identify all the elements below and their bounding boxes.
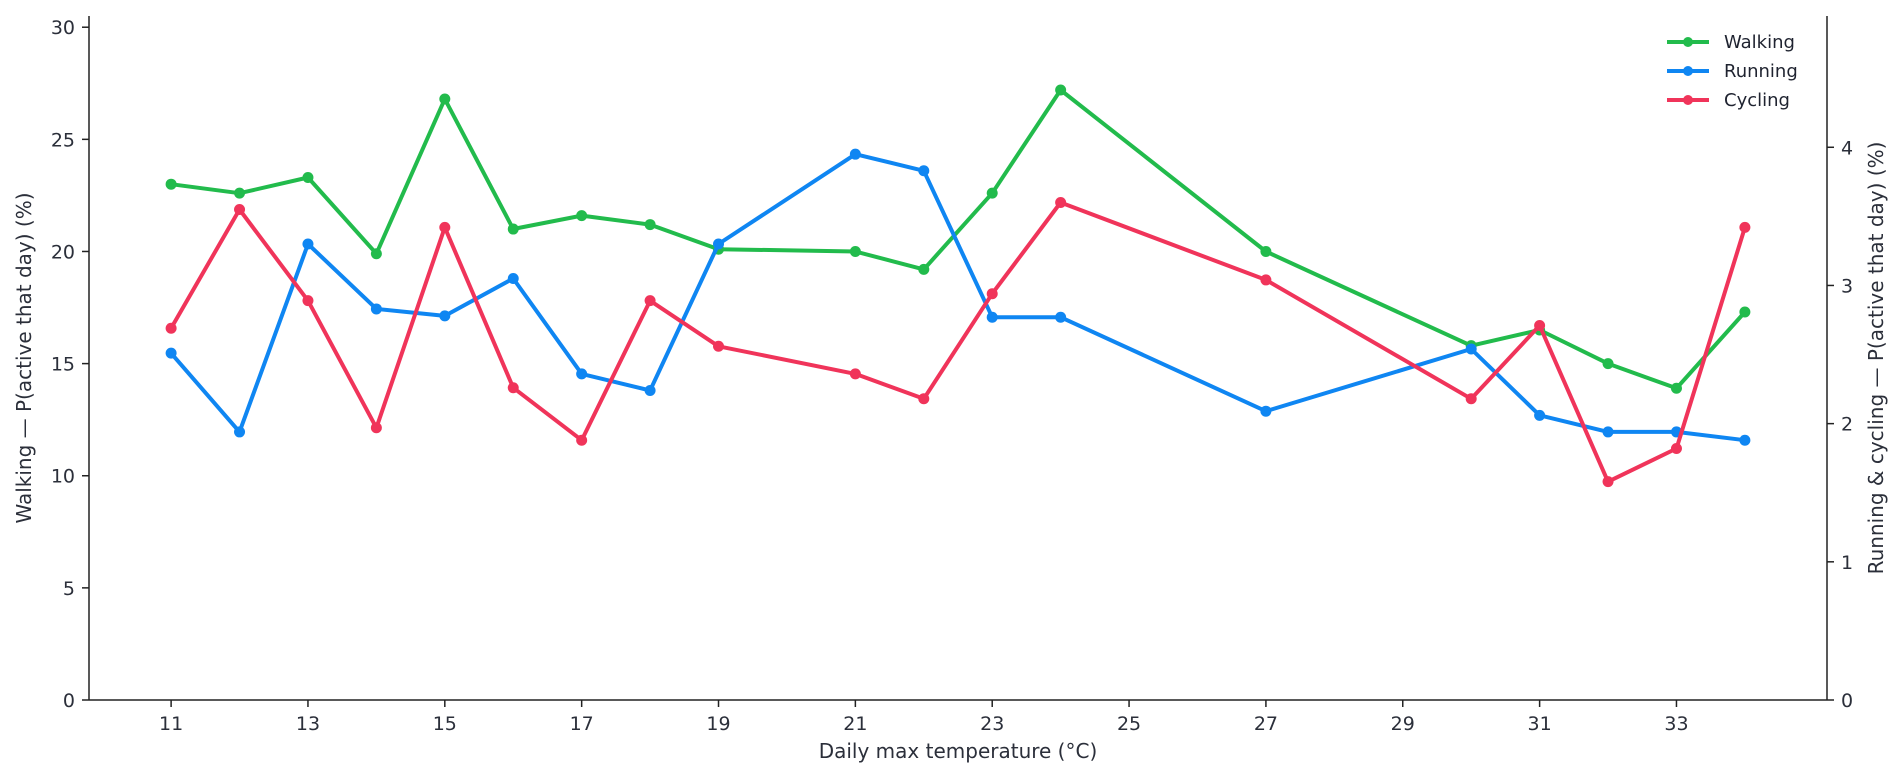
x-tick-label: 13	[296, 713, 320, 735]
legend-item-cycling: Cycling	[1667, 90, 1790, 111]
x-tick-label: 33	[1664, 713, 1688, 735]
data-point-walking	[302, 171, 314, 183]
legend-marker-cycling	[1683, 95, 1693, 105]
data-point-cycling	[370, 422, 382, 434]
series-line-running	[169, 152, 1747, 443]
x-tick-label: 27	[1254, 713, 1278, 735]
data-point-cycling	[1534, 320, 1546, 332]
legend-marker-walking	[1683, 37, 1693, 47]
data-point-running	[439, 310, 451, 322]
data-point-walking	[918, 263, 930, 275]
x-tick-label: 15	[433, 713, 457, 735]
data-point-walking	[507, 223, 519, 235]
data-point-walking	[439, 93, 451, 105]
left-y-tick-label: 30	[51, 17, 75, 39]
data-point-running	[849, 148, 861, 160]
data-point-walking	[576, 210, 588, 222]
data-point-cycling	[918, 393, 930, 405]
data-point-cycling	[234, 203, 246, 215]
data-point-cycling	[1260, 274, 1272, 286]
data-point-running	[1055, 311, 1067, 323]
left-y-tick-label: 0	[63, 690, 75, 712]
data-point-walking	[644, 219, 656, 231]
data-point-cycling	[576, 434, 588, 446]
legend-label-running: Running	[1724, 61, 1798, 82]
series-layer	[165, 84, 1751, 488]
data-point-running	[302, 238, 314, 250]
left-y-tick-label: 15	[51, 354, 75, 376]
x-tick-label: 11	[159, 713, 183, 735]
data-point-walking	[370, 248, 382, 260]
data-point-running	[986, 311, 998, 323]
data-point-running	[1260, 405, 1272, 417]
series-cycling	[165, 197, 1751, 488]
data-point-walking	[1739, 306, 1751, 318]
axes	[88, 16, 1828, 701]
legend-marker-running	[1683, 66, 1693, 76]
data-point-cycling	[507, 382, 519, 394]
right-y-tick-label: 0	[1841, 690, 1853, 712]
legend-item-running: Running	[1667, 61, 1798, 82]
data-point-running	[370, 303, 382, 315]
data-point-walking	[1260, 245, 1272, 257]
right-y-tick-label: 3	[1841, 275, 1853, 297]
x-tick-label: 31	[1528, 713, 1552, 735]
data-point-walking	[986, 187, 998, 199]
data-point-cycling	[849, 368, 861, 380]
legend-label-cycling: Cycling	[1724, 90, 1790, 111]
data-point-walking	[1670, 382, 1682, 394]
legend: Walking Running Cycling	[1667, 32, 1798, 111]
right-y-tick-label: 1	[1841, 552, 1853, 574]
legend-item-walking: Walking	[1667, 32, 1795, 53]
left-y-tick-label: 20	[51, 241, 75, 263]
data-point-walking	[165, 178, 177, 190]
data-point-running	[644, 384, 656, 396]
x-tick-label: 29	[1391, 713, 1415, 735]
data-point-running	[713, 238, 725, 250]
legend-label-walking: Walking	[1724, 32, 1795, 53]
series-running	[165, 148, 1751, 446]
data-point-cycling	[1055, 197, 1067, 209]
data-point-walking	[849, 245, 861, 257]
data-point-running	[165, 347, 177, 359]
x-ticks: 11 13 15 17 19 21 23 25 27 29 31 33	[159, 700, 1689, 735]
data-point-walking	[234, 187, 246, 199]
x-tick-label: 17	[570, 713, 594, 735]
left-y-axis-title: Walking — P(active that day) (%)	[12, 192, 36, 523]
x-axis-title: Daily max temperature (°C)	[819, 739, 1098, 763]
x-tick-label: 23	[980, 713, 1004, 735]
x-tick-label: 19	[706, 713, 730, 735]
data-point-cycling	[644, 295, 656, 307]
data-point-running	[507, 273, 519, 285]
right-y-tick-label: 4	[1841, 137, 1853, 159]
data-point-running	[1602, 426, 1614, 438]
data-point-cycling	[986, 288, 998, 300]
data-point-walking	[1055, 84, 1067, 96]
data-point-cycling	[1465, 393, 1477, 405]
x-tick-label: 25	[1117, 713, 1141, 735]
left-y-tick-label: 5	[63, 578, 75, 600]
x-tick-label: 21	[843, 713, 867, 735]
data-point-walking	[1602, 358, 1614, 370]
right-y-tick-label: 2	[1841, 414, 1853, 436]
data-point-running	[918, 165, 930, 177]
data-point-running	[1465, 343, 1477, 355]
right-y-ticks: 0 1 2 3 4	[1827, 137, 1853, 712]
data-point-running	[1739, 434, 1751, 446]
data-point-cycling	[302, 295, 314, 307]
data-point-cycling	[1739, 221, 1751, 233]
data-point-running	[234, 426, 246, 438]
data-point-running	[576, 368, 588, 380]
left-y-ticks: 0 5 10 15 20 25 30	[51, 17, 89, 712]
right-y-axis-title: Running & cycling — P(active that day) (…	[1864, 142, 1888, 575]
data-point-cycling	[1670, 443, 1682, 455]
data-point-cycling	[713, 340, 725, 352]
data-point-cycling	[439, 221, 451, 233]
data-point-cycling	[165, 322, 177, 334]
data-point-cycling	[1602, 476, 1614, 488]
left-y-tick-label: 10	[51, 466, 75, 488]
left-y-tick-label: 25	[51, 129, 75, 151]
data-point-running	[1534, 409, 1546, 421]
